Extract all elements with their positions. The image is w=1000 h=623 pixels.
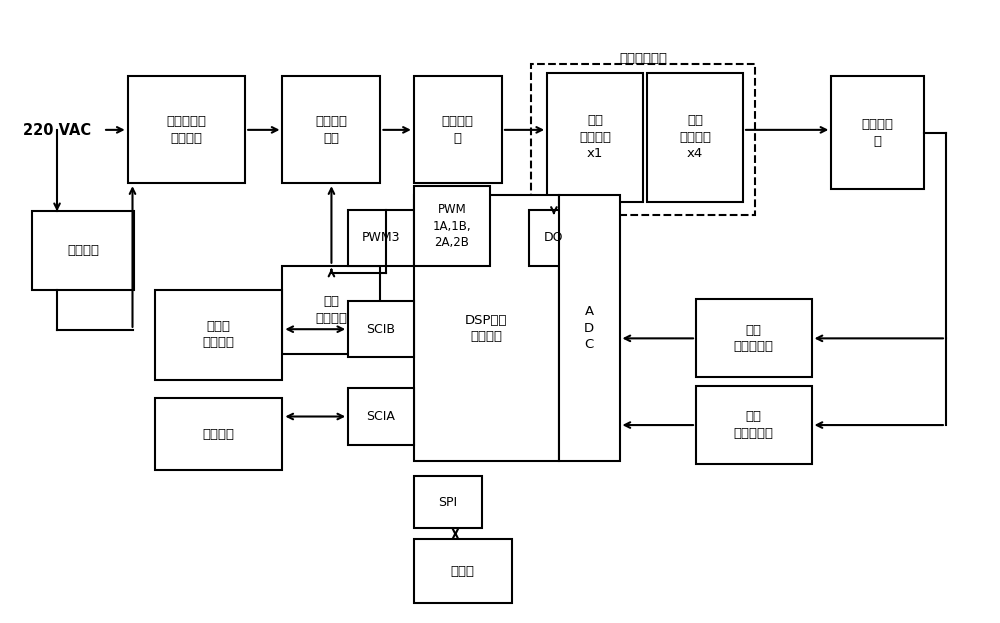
Text: 电压变换与
调节单元: 电压变换与 调节单元 [166, 115, 206, 145]
FancyBboxPatch shape [696, 299, 812, 378]
Text: 存储器: 存储器 [451, 565, 475, 578]
FancyBboxPatch shape [155, 398, 282, 470]
FancyBboxPatch shape [128, 77, 245, 183]
FancyBboxPatch shape [414, 77, 502, 183]
Text: DSP系列
微控制器: DSP系列 微控制器 [465, 313, 508, 343]
FancyBboxPatch shape [414, 186, 490, 266]
FancyBboxPatch shape [647, 74, 743, 202]
Text: SCIB: SCIB [366, 323, 395, 336]
Text: DO: DO [544, 231, 564, 244]
FancyBboxPatch shape [559, 196, 620, 461]
Text: 静态
调谐电感
x1: 静态 调谐电感 x1 [579, 115, 611, 161]
FancyBboxPatch shape [155, 290, 282, 380]
Text: PWM3: PWM3 [362, 231, 400, 244]
FancyBboxPatch shape [282, 77, 380, 183]
FancyBboxPatch shape [696, 386, 812, 464]
Text: 通信接口: 通信接口 [203, 428, 235, 440]
Text: 220 VAC: 220 VAC [23, 123, 91, 138]
Text: 触摸屏
控制面板: 触摸屏 控制面板 [203, 320, 235, 350]
FancyBboxPatch shape [414, 540, 512, 603]
Text: 霍尔
电流传感器: 霍尔 电流传感器 [734, 411, 774, 440]
Text: 隔离
驱动电路: 隔离 驱动电路 [315, 295, 347, 325]
Text: 全桥逆变
单元: 全桥逆变 单元 [315, 115, 347, 145]
Text: SPI: SPI [438, 496, 458, 509]
Text: PWM
1A,1B,
2A,2B: PWM 1A,1B, 2A,2B [433, 203, 471, 249]
Text: 高频变压
器: 高频变压 器 [442, 115, 474, 145]
Text: 动态
调谐电感
x4: 动态 调谐电感 x4 [679, 115, 711, 161]
FancyBboxPatch shape [831, 77, 924, 189]
FancyBboxPatch shape [547, 74, 643, 202]
Text: 调谐匹配单元: 调谐匹配单元 [619, 52, 667, 65]
Text: 超声换能
器: 超声换能 器 [862, 118, 894, 148]
FancyBboxPatch shape [32, 211, 134, 290]
Text: 霍尔
电压传感器: 霍尔 电压传感器 [734, 323, 774, 353]
Text: A
D
C: A D C [584, 305, 594, 351]
FancyBboxPatch shape [414, 477, 482, 528]
FancyBboxPatch shape [348, 209, 414, 266]
FancyBboxPatch shape [414, 196, 559, 461]
Text: 辅助电源: 辅助电源 [67, 244, 99, 257]
FancyBboxPatch shape [348, 301, 414, 358]
Text: SCIA: SCIA [366, 410, 395, 423]
FancyBboxPatch shape [348, 388, 414, 445]
FancyBboxPatch shape [529, 209, 578, 266]
FancyBboxPatch shape [282, 266, 380, 354]
